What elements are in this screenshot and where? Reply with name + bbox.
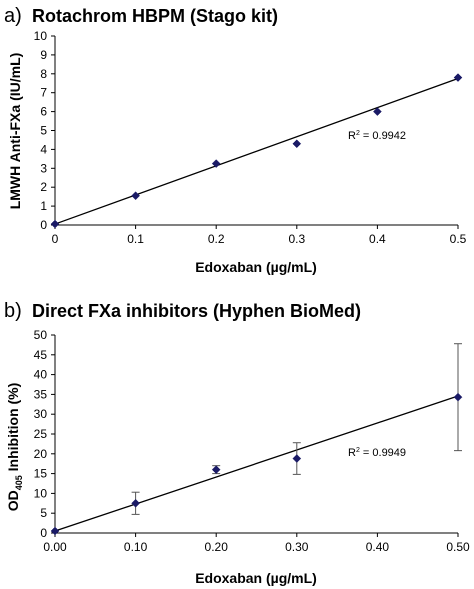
panel-a-x-tick-label: 0.2 — [208, 232, 225, 246]
panel-a-r-squared-base: R — [348, 130, 356, 142]
panel-b-y-tick-label: 35 — [34, 387, 48, 401]
panel-b-r-squared-exp: 2 — [356, 447, 360, 454]
panel-b-y-tick-label: 30 — [34, 407, 48, 421]
panel-b-trendline — [54, 395, 459, 532]
panel-b-ylabel: OD405 Inhibition (%) — [5, 383, 24, 512]
panel-b-data-point — [211, 465, 221, 474]
panel-a-r-squared-value: = 0.9942 — [360, 130, 406, 142]
panel-b-ylabel-suffix: Inhibition (%) — [5, 383, 21, 476]
panel-b-r-squared-base: R — [348, 447, 356, 459]
panel-b-title: Direct FXa inhibitors (Hyphen BioMed) — [32, 301, 361, 321]
panel-a-title: Rotachrom HBPM (Stago kit) — [32, 6, 278, 26]
panel-a-x-tick-label: 0.1 — [127, 232, 144, 246]
panel-b-xlabel: Edoxaban (µg/mL) — [195, 570, 317, 586]
panel-b-data-point — [453, 392, 463, 402]
panel-b-data-point — [131, 498, 140, 508]
panel-b-x-tick-label: 0.20 — [205, 540, 229, 554]
panel-a-y-tick-label: 1 — [40, 199, 47, 213]
panel-a-y-tick-label: 4 — [40, 142, 47, 156]
panel-b-y-tick-label: 20 — [34, 447, 48, 461]
panel-a-y-tick-label: 2 — [40, 180, 47, 194]
panel-a-trendline — [54, 77, 459, 225]
panel-a-data-point — [50, 219, 60, 229]
panel-a-data-point — [131, 191, 140, 201]
panel-b-y-tick-label: 15 — [34, 467, 48, 481]
panel-b-y-tick-label: 5 — [40, 506, 47, 520]
panel-a-y-tick-label: 0 — [40, 218, 47, 232]
panel-b-y-tick-label: 25 — [34, 427, 48, 441]
panel-a-y-tick-label: 5 — [40, 124, 47, 138]
panel-a-data-point — [373, 107, 382, 116]
panel-a-ylabel: LMWH Anti-FXa (IU/mL) — [7, 53, 23, 210]
panel-a-x-tick-label: 0.4 — [369, 232, 386, 246]
panel-a-x-tick-label: 0 — [52, 232, 59, 246]
panel-b-x-tick-label: 0.10 — [124, 540, 148, 554]
panel-a-data-point — [211, 159, 221, 168]
panel-b-x-tick-label: 0.40 — [366, 540, 390, 554]
panel-a-r-squared-exp: 2 — [356, 130, 360, 137]
panel-a-y-tick-label: 10 — [34, 29, 48, 43]
panel-b-plot: 0 5 10 15 20 25 30 35 40 45 50 0.00 0.10 0.20 0.30 0.40… — [34, 328, 470, 554]
panel-b-r-squared: R2 = 0.9949 — [348, 447, 406, 459]
panel-a-y-tick-label: 6 — [40, 105, 47, 119]
panel-b-x-tick-label: 0.30 — [285, 540, 309, 554]
panel-a-data-point — [453, 73, 463, 82]
panel-b-ylabel-sub: 405 — [14, 475, 24, 490]
panel-b-y-tick-label: 10 — [34, 486, 48, 500]
panel-b-ylabel-prefix: OD — [5, 490, 21, 511]
panel-a-data-point — [292, 139, 302, 149]
panel-a-y-tick-label: 9 — [40, 48, 47, 62]
panel-b-y-tick-label: 40 — [34, 368, 48, 382]
panel-a-r-squared: R2 = 0.9942 — [348, 130, 406, 142]
panel-b-y-tick-label: 45 — [34, 348, 48, 362]
panel-a-xlabel: Edoxaban (µg/mL) — [195, 259, 317, 275]
panel-b-y-tick-label: 0 — [40, 526, 47, 540]
panel-b-x-tick-label: 0.50 — [446, 540, 470, 554]
panel-b-data-point — [292, 454, 302, 463]
panel-b-r-squared-value: = 0.9949 — [360, 447, 406, 459]
panel-a-y-tick-label: 7 — [40, 86, 47, 100]
panel-a-y-tick-label: 3 — [40, 161, 47, 175]
panel-b-y-tick-label: 50 — [34, 328, 48, 342]
panel-b-data-point — [50, 526, 60, 536]
panel-a-y-tick-label: 8 — [40, 67, 47, 81]
panel-b-x-tick-label: 0.00 — [43, 540, 67, 554]
panel-a-letter: a) — [4, 5, 22, 27]
panel-b-letter: b) — [4, 300, 22, 322]
panel-a-x-tick-label: 0.3 — [288, 232, 305, 246]
panel-a-x-tick-label: 0.5 — [450, 232, 467, 246]
